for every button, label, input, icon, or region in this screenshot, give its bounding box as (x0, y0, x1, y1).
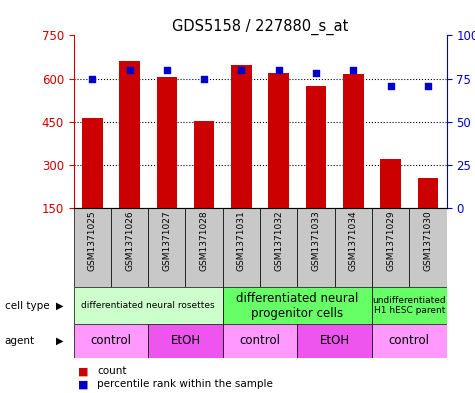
Bar (148, 208, 185, 287)
Bar (185, 208, 223, 287)
Text: control: control (90, 334, 132, 347)
Text: GSM1371026: GSM1371026 (125, 211, 134, 271)
Bar (343, 74, 363, 208)
Bar (260, 208, 297, 287)
Point (424, 83, 432, 89)
Text: ■: ■ (78, 379, 89, 389)
Title: GDS5158 / 227880_s_at: GDS5158 / 227880_s_at (172, 19, 348, 35)
Text: ▶: ▶ (56, 336, 64, 346)
Text: control: control (389, 334, 430, 347)
Text: percentile rank within the sample: percentile rank within the sample (97, 379, 273, 389)
Bar (372, 324, 446, 358)
Text: undifferentiated
H1 hESC parent: undifferentiated H1 hESC parent (372, 296, 446, 315)
Bar (409, 208, 446, 287)
Point (350, 67, 357, 73)
Bar (74, 208, 111, 287)
Text: ▶: ▶ (56, 301, 64, 310)
Text: GSM1371029: GSM1371029 (386, 211, 395, 271)
Text: GSM1371028: GSM1371028 (200, 211, 209, 271)
Bar (82, 118, 103, 208)
Text: EtOH: EtOH (171, 334, 200, 347)
Bar (372, 287, 446, 324)
Text: GSM1371033: GSM1371033 (312, 211, 321, 272)
Bar (111, 208, 148, 287)
Point (387, 83, 394, 89)
Bar (297, 208, 335, 287)
Point (126, 67, 133, 73)
Text: differentiated neural
progenitor cells: differentiated neural progenitor cells (236, 292, 359, 320)
Bar (231, 65, 252, 208)
Bar (157, 77, 177, 208)
Text: agent: agent (5, 336, 35, 346)
Bar (380, 159, 401, 208)
Bar (297, 324, 372, 358)
Bar (223, 208, 260, 287)
Bar (194, 121, 214, 208)
Text: cell type: cell type (5, 301, 49, 310)
Text: GSM1371030: GSM1371030 (423, 211, 432, 272)
Text: control: control (239, 334, 281, 347)
Text: GSM1371032: GSM1371032 (274, 211, 283, 271)
Bar (223, 287, 372, 324)
Bar (418, 178, 438, 208)
Bar (74, 287, 223, 324)
Bar (334, 208, 372, 287)
Bar (223, 324, 297, 358)
Bar (372, 208, 409, 287)
Text: count: count (97, 366, 127, 376)
Point (200, 75, 208, 82)
Text: EtOH: EtOH (320, 334, 350, 347)
Text: GSM1371031: GSM1371031 (237, 211, 246, 272)
Point (312, 70, 320, 77)
Bar (306, 86, 326, 208)
Text: GSM1371025: GSM1371025 (88, 211, 97, 271)
Bar (74, 324, 148, 358)
Point (238, 67, 245, 73)
Text: GSM1371027: GSM1371027 (162, 211, 171, 271)
Point (163, 67, 171, 73)
Text: ■: ■ (78, 366, 89, 376)
Bar (268, 73, 289, 208)
Point (275, 67, 283, 73)
Text: GSM1371034: GSM1371034 (349, 211, 358, 271)
Bar (119, 61, 140, 208)
Bar (148, 324, 223, 358)
Point (88, 75, 96, 82)
Text: differentiated neural rosettes: differentiated neural rosettes (81, 301, 215, 310)
